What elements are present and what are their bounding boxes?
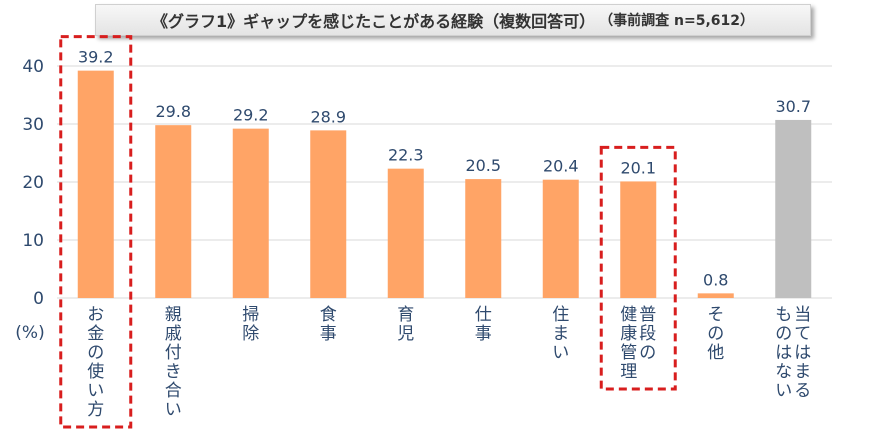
category-label-char: き	[165, 362, 182, 382]
category-label-char: い	[87, 381, 104, 401]
bar	[697, 293, 734, 298]
category-label-char: 管	[620, 343, 637, 363]
category-label-char: 他	[707, 343, 724, 363]
category-label-char: 掃	[242, 305, 259, 325]
category-label-char: の	[775, 324, 792, 344]
category-label-char: 戚	[165, 324, 182, 344]
data-label: 20.5	[465, 156, 501, 175]
category-label-char: ま	[794, 362, 811, 382]
category-label-char: 使	[87, 361, 104, 382]
category-label-char: い	[552, 343, 569, 363]
category-label-char: 健	[620, 305, 637, 325]
category-label-char: 方	[87, 400, 104, 420]
data-label: 22.3	[388, 146, 424, 165]
category-label-char: 児	[397, 324, 414, 344]
data-label: 20.1	[620, 158, 656, 177]
category-label-char: 除	[242, 324, 259, 344]
category-label-char: 住	[552, 305, 569, 325]
category-label-char: い	[775, 381, 792, 401]
category-label-char: 当	[794, 305, 811, 325]
data-label: 0.8	[703, 270, 728, 289]
highlight-box	[599, 145, 677, 391]
data-label: 29.8	[155, 102, 191, 121]
category-label-char: 育	[397, 305, 414, 325]
chart-title-box: 《グラフ1》ギャップを感じたことがある経験（複数回答可） （事前調査 n=5,6…	[95, 4, 811, 36]
category-label-char: そ	[707, 305, 724, 325]
bar	[620, 181, 657, 298]
bar	[77, 70, 114, 298]
category-label-char: の	[707, 324, 724, 344]
data-label: 29.2	[233, 106, 269, 125]
category-label-char: る	[794, 381, 811, 401]
data-label: 28.9	[310, 107, 346, 126]
data-label: 20.4	[543, 157, 579, 176]
chart-subtitle: （事前調査 n=5,612）	[599, 13, 754, 29]
y-tick-label: 20	[22, 173, 44, 193]
data-label: 30.7	[775, 97, 811, 116]
category-label-char: 合	[165, 381, 182, 401]
category-label-char: い	[165, 400, 182, 420]
category-label-char: な	[775, 362, 792, 382]
category-label-char: 事	[475, 324, 492, 344]
chart-title: 《グラフ1》ギャップを感じたことがある経験（複数回答可）	[152, 12, 596, 31]
category-label-char: 食	[320, 305, 337, 325]
category-label-char: ま	[552, 324, 569, 344]
data-label: 39.2	[78, 48, 114, 67]
category-label-char: 理	[620, 362, 637, 382]
category-label-char: 親	[165, 305, 182, 325]
y-tick-label: 40	[22, 57, 44, 77]
category-label-char: 金	[87, 324, 104, 344]
category-label-char: 段	[639, 324, 656, 344]
y-tick-label: 10	[22, 231, 44, 251]
category-label-char: も	[775, 305, 792, 325]
bar	[775, 119, 812, 298]
category-label-char: 事	[320, 324, 337, 344]
category-label-char: は	[794, 343, 811, 363]
y-axis-unit-label: (%)	[15, 323, 44, 343]
bar	[155, 125, 192, 298]
category-label-char: て	[794, 324, 811, 344]
category-label-char: 普	[639, 305, 656, 325]
category-label-char: 仕	[475, 305, 492, 325]
bar	[387, 168, 424, 298]
highlight-box	[59, 35, 133, 429]
bar	[310, 130, 347, 298]
category-label-char: は	[775, 343, 792, 363]
category-label-char: 付	[165, 343, 182, 363]
y-tick-label: 0	[33, 289, 44, 309]
bar	[465, 179, 502, 298]
category-label-char: 康	[620, 324, 637, 344]
y-tick-label: 30	[22, 115, 44, 135]
category-label-char: お	[87, 305, 104, 325]
category-label-char: の	[639, 343, 656, 363]
bar	[232, 128, 269, 298]
bar	[542, 179, 579, 298]
category-label-char: の	[87, 343, 104, 363]
